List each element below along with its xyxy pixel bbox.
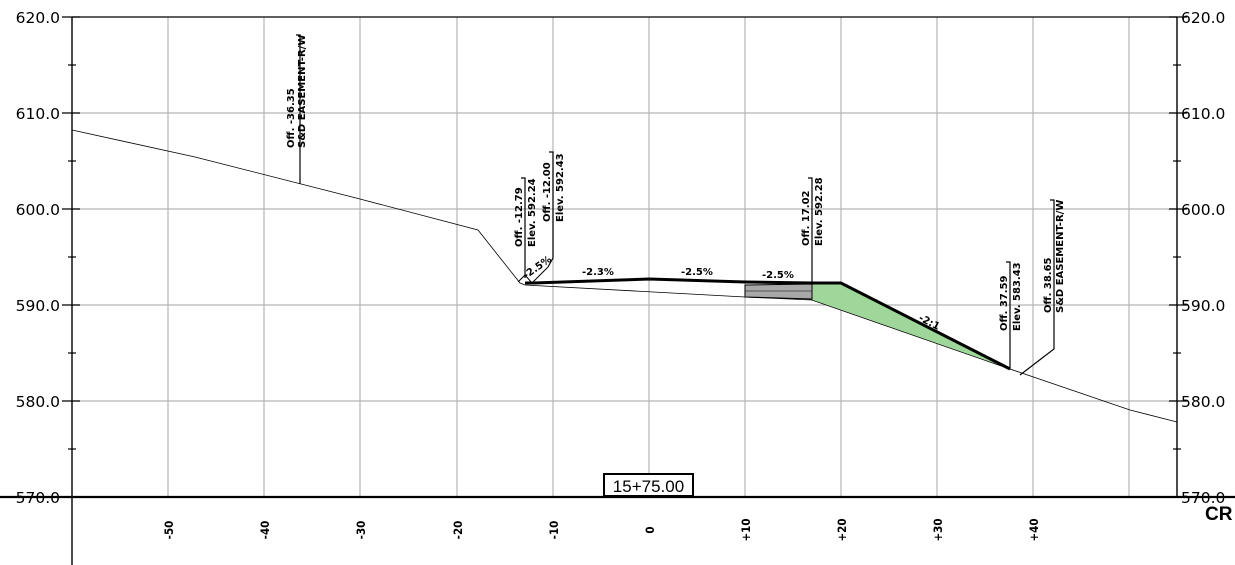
elevation-labels-left: 620.0 610.0 600.0 590.0 580.0 570.0 [16,9,60,507]
callout-point-1200-line2: Elev. 592.43 [555,153,566,222]
elev-label-590-left: 590.0 [16,297,60,315]
elev-label-620-right: 620.0 [1181,9,1225,27]
offset-label-minus-10: -10 [547,521,561,540]
callout-point-1279-line1: Off. -12.79 [514,187,525,247]
offset-label-plus-20: +20 [835,518,849,541]
callout-point-1702-line2: Elev. 592.28 [814,177,825,246]
callout-point-1702-line1: Off. 17.02 [801,190,812,246]
callout-easement-left: Off. -36.35 S&D EASEMENT-R/W [286,35,308,148]
offset-label-0: 0 [643,526,657,533]
elev-label-580-right: 580.0 [1181,393,1225,411]
station-label: 15+75.00 [613,477,684,496]
elev-label-610-right: 610.0 [1181,105,1225,123]
callout-point-1200: Off. -12.00 Elev. 592.43 [542,153,566,222]
callout-easement-left-line2: S&D EASEMENT-R/W [297,35,308,148]
elevation-ticks [62,16,1187,498]
offset-label-minus-20: -20 [451,521,465,540]
pavement-section [744,283,813,300]
fill-area [811,282,1011,370]
offset-label-minus-30: -30 [354,521,368,540]
elev-label-600-left: 600.0 [16,201,60,219]
callout-easement-right: Off. 38.65 S&D EASEMENT-R/W [1043,200,1066,313]
elev-label-620-left: 620.0 [16,9,60,27]
proposed-grade-line [525,277,1011,371]
elev-label-610-left: 610.0 [16,105,60,123]
callout-point-1702: Off. 17.02 Elev. 592.28 [801,177,825,246]
offset-label-minus-50: -50 [162,521,176,540]
offset-label-plus-30: +30 [931,518,945,541]
elev-label-570-left: 570.0 [16,489,60,507]
elev-label-580-left: 580.0 [16,393,60,411]
existing-ground-line [71,129,1178,423]
slope-label-3: -2.5% [762,270,794,281]
callout-point-3759: Off. 37.59 Elev. 583.43 [999,262,1023,331]
elev-label-600-right: 600.0 [1181,201,1225,219]
elev-label-590-right: 590.0 [1181,297,1225,315]
title-fragment: CR [1205,504,1233,525]
offset-label-plus-10: +10 [739,518,753,541]
offset-labels: -50 -40 -30 -20 -10 0 +10 +20 +30 +40 [162,518,1041,541]
callout-point-1200-line1: Off. -12.00 [542,162,553,222]
ditch-line [517,266,549,284]
callout-point-3759-line1: Off. 37.59 [999,275,1010,331]
callout-easement-right-line2: S&D EASEMENT-R/W [1055,200,1066,313]
callout-leaders [296,34,1055,376]
callout-point-1279-line2: Elev. 592.24 [527,178,538,247]
callouts: Off. -36.35 S&D EASEMENT-R/W Off. -12.79… [286,35,1066,331]
elev-label-570-right: 570.0 [1181,489,1225,507]
offset-label-minus-40: -40 [258,521,272,540]
slope-label-2: -2.5% [681,267,713,278]
station-label-box [603,473,694,497]
callout-easement-right-line1: Off. 38.65 [1043,257,1054,313]
callout-point-3759-line2: Elev. 583.43 [1012,262,1023,331]
elevation-labels-right: 620.0 610.0 600.0 590.0 580.0 570.0 [1181,9,1225,507]
offset-label-plus-40: +40 [1027,518,1041,541]
callout-point-1279: Off. -12.79 Elev. 592.24 [514,178,538,247]
slope-label-1: -2.3% [582,267,614,278]
grid [72,17,1177,497]
callout-easement-left-line1: Off. -36.35 [286,88,297,148]
